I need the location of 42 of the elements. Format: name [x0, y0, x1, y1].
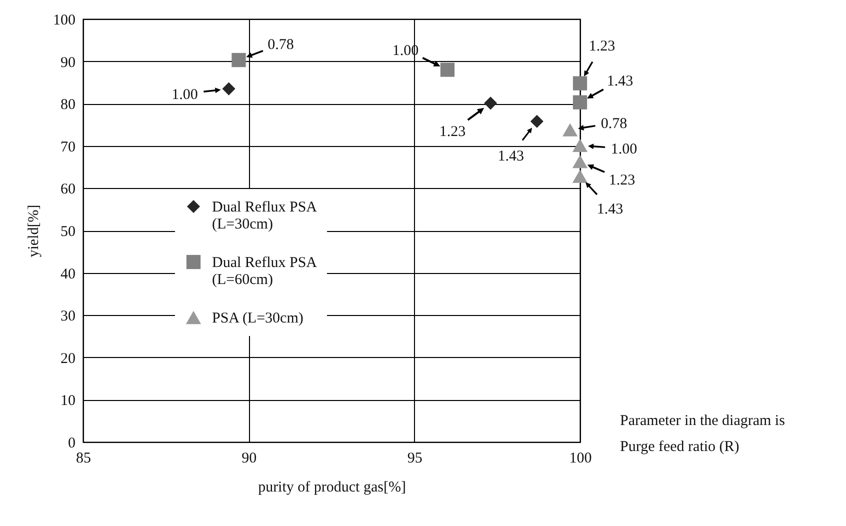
annotation: 1.00 [172, 86, 198, 103]
y-tick-label: 0 [68, 436, 76, 452]
x-tick-label: 100 [569, 450, 592, 466]
annotation: 1.00 [610, 141, 638, 158]
y-tick-label: 50 [60, 224, 76, 240]
point [232, 52, 246, 68]
y-tick-label: 90 [60, 54, 76, 71]
legend-label: Dual Reflux PSA (L=30cm) [212, 200, 318, 232]
annotation: 0.78 [600, 116, 628, 132]
point [572, 138, 588, 152]
point [572, 76, 588, 90]
annotation: 1.43 [596, 201, 624, 218]
y-tick-label: 30 [60, 308, 76, 325]
y-tick-label: 70 [60, 139, 76, 156]
x-tick-label: 90 [242, 450, 257, 466]
y-tick-label: 80 [60, 97, 76, 114]
annotation: 1.43 [498, 148, 524, 164]
legend-label: Dual Reflux PSA (L=60cm) [212, 255, 318, 288]
point [572, 154, 588, 168]
annotation: 1.23 [588, 38, 616, 54]
y-axis-title: yield[%] [26, 204, 42, 258]
text: Parameter in the diagram is Purge feed ratio (R) [620, 412, 786, 457]
legend-label: PSA (L=30cm) [212, 310, 304, 326]
point [562, 123, 578, 136]
annotation: 1.23 [608, 172, 636, 189]
y-tick-label: 100 [53, 12, 76, 28]
y-tick-label: 20 [60, 350, 76, 367]
point [572, 95, 588, 110]
annotation: 0.78 [268, 37, 294, 54]
y-tick-label: 60 [60, 182, 76, 198]
x-tick-label: 85 [76, 450, 91, 466]
point [572, 170, 588, 183]
point [530, 114, 544, 128]
y-tick-label: 40 [60, 266, 76, 282]
point [440, 62, 455, 77]
annotation: 1.23 [439, 124, 466, 140]
annotation: 1.43 [606, 73, 634, 90]
x-axis-title: purity of product gas[%] [258, 480, 406, 496]
point [222, 82, 236, 96]
y-tick-label: 10 [60, 393, 76, 410]
x-tick-label: 95 [407, 450, 422, 466]
point [484, 96, 498, 110]
